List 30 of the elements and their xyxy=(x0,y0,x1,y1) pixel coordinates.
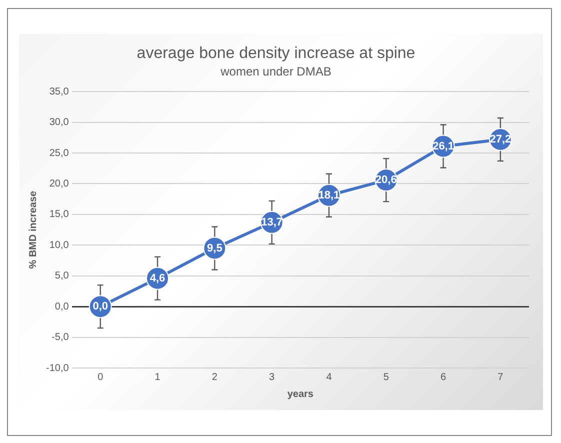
y-axis-title: % BMD increase xyxy=(28,190,39,269)
y-tick-label: 15,0 xyxy=(49,209,70,220)
data-label: 4,6 xyxy=(150,272,166,284)
x-tick-label: 2 xyxy=(212,372,218,383)
data-label: 27,2 xyxy=(490,134,512,146)
y-tick-label: 35,0 xyxy=(49,86,70,98)
x-tick-label: 5 xyxy=(383,372,390,383)
x-tick-label: 1 xyxy=(154,372,161,383)
y-tick-label: 25,0 xyxy=(49,148,70,159)
y-tick-label: -5,0 xyxy=(52,332,70,344)
data-label: 26,1 xyxy=(432,140,454,152)
x-tick-label: 6 xyxy=(440,372,446,383)
data-label: 18,1 xyxy=(318,189,340,202)
y-tick-label: -10,0 xyxy=(46,362,70,374)
x-tick-label: 3 xyxy=(269,372,276,383)
chart-subtitle: women under DMAB xyxy=(220,64,332,79)
x-tick-label: 7 xyxy=(498,372,504,383)
y-tick-label: 0,0 xyxy=(54,301,70,312)
chart-title: average bone density increase at spine xyxy=(136,45,416,62)
data-label: 20,6 xyxy=(375,174,397,186)
x-tick-label: 4 xyxy=(326,372,332,383)
x-axis-title: years xyxy=(287,388,314,400)
data-label: 9,5 xyxy=(207,242,222,254)
x-tick-label: 0 xyxy=(98,372,104,383)
data-label: 0,0 xyxy=(92,300,108,313)
data-label: 13,7 xyxy=(261,216,283,228)
y-tick-label: 5,0 xyxy=(54,270,70,282)
y-tick-label: 30,0 xyxy=(49,117,70,128)
y-tick-label: 10,0 xyxy=(49,240,70,251)
y-tick-label: 20,0 xyxy=(49,178,70,190)
